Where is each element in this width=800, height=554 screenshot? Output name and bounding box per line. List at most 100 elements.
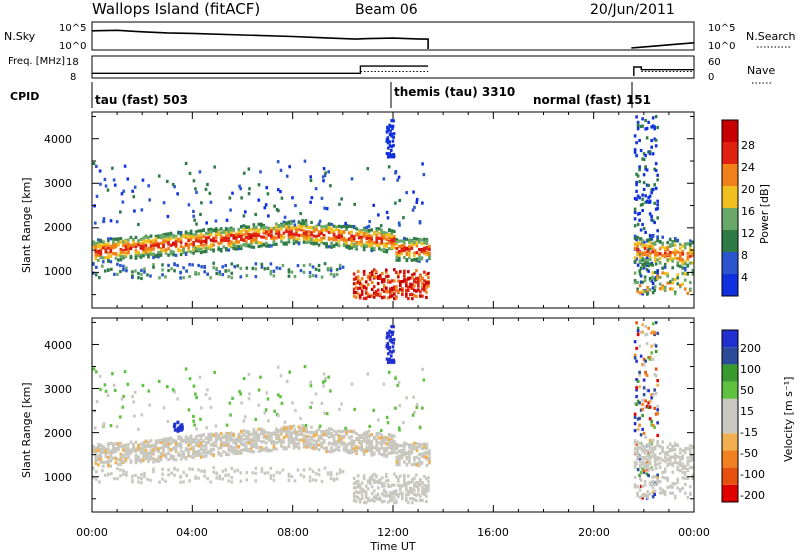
- velocity-cell: [95, 370, 98, 374]
- velocity-cell: [209, 434, 213, 438]
- velocity-cell: [265, 441, 268, 445]
- velocity-cell: [290, 474, 294, 479]
- velocity-cell: [329, 473, 333, 477]
- power-cell: [242, 238, 246, 242]
- power-cell: [199, 251, 203, 255]
- velocity-cell: [204, 451, 208, 455]
- velocity-cell: [643, 462, 647, 467]
- velocity-cell: [417, 483, 420, 487]
- power-cell: [380, 240, 384, 244]
- power-cell: [386, 216, 390, 220]
- power-cell: [227, 269, 231, 273]
- velocity-cell: [380, 476, 384, 480]
- velocity-cell: [174, 439, 178, 443]
- velocity-cell: [323, 411, 326, 415]
- velocity-cell: [658, 480, 662, 484]
- velocity-cell: [224, 443, 228, 447]
- power-cell: [192, 214, 195, 218]
- power-cell: [231, 191, 234, 195]
- velocity-cell: [112, 383, 116, 387]
- power-cell: [290, 230, 293, 234]
- velocity-cell: [389, 330, 392, 334]
- power-cell: [345, 225, 348, 230]
- power-cell: [154, 236, 158, 240]
- velocity-cell: [650, 344, 653, 348]
- velocity-cell: [656, 408, 659, 412]
- power-cell: [393, 297, 396, 301]
- power-cell: [354, 290, 358, 295]
- power-cell: [388, 132, 392, 137]
- velocity-cell: [397, 493, 400, 497]
- power-cell: [218, 272, 222, 276]
- power-cell: [107, 242, 110, 246]
- velocity-cell: [340, 429, 343, 434]
- power-cell: [658, 287, 662, 291]
- velocity-cell: [312, 446, 316, 450]
- velocity-cell: [213, 370, 216, 375]
- velocity-cell: [392, 349, 395, 353]
- power-cell: [397, 221, 401, 225]
- velocity-cell: [192, 419, 195, 423]
- power-cell: [380, 248, 384, 252]
- velocity-cell: [209, 450, 213, 454]
- velocity-cell: [287, 435, 291, 439]
- power-cell: [144, 247, 148, 251]
- power-cell: [205, 221, 209, 225]
- velocity-cell: [257, 427, 261, 431]
- power-cell: [267, 232, 271, 236]
- power-cell: [207, 231, 210, 235]
- power-cell: [301, 219, 304, 223]
- power-cell: [206, 182, 209, 187]
- velocity-data: [92, 320, 695, 505]
- velocity-cell: [207, 432, 210, 436]
- power-cell: [192, 240, 195, 245]
- power-cell: [366, 276, 370, 280]
- power-cell: [275, 242, 278, 246]
- velocity-cell: [305, 437, 308, 441]
- power-cell: [99, 246, 103, 251]
- velocity-cell: [140, 413, 144, 417]
- power-cell: [399, 283, 402, 287]
- power-cell: [415, 269, 418, 273]
- velocity-cbar-swatch: [722, 467, 738, 485]
- power-cell: [239, 236, 243, 240]
- velocity-cell: [397, 479, 400, 483]
- velocity-cell: [645, 460, 649, 465]
- power-cell: [663, 265, 667, 269]
- power-cell: [393, 245, 396, 250]
- power-cell: [340, 197, 343, 201]
- power-cell: [147, 184, 151, 188]
- velocity-cell: [635, 386, 638, 390]
- power-cell: [144, 243, 148, 248]
- velocity-cell: [161, 467, 164, 471]
- power-cell: [347, 231, 351, 235]
- velocity-cell: [372, 446, 376, 450]
- velocity-cell: [97, 455, 100, 459]
- velocity-cell: [636, 493, 639, 498]
- velocity-cell: [365, 435, 369, 439]
- power-cell: [413, 272, 416, 276]
- velocity-cell: [651, 423, 655, 428]
- velocity-cell: [411, 477, 414, 482]
- power-cell: [394, 171, 397, 175]
- power-cell: [686, 251, 690, 256]
- power-cell: [398, 198, 402, 203]
- power-cell: [340, 230, 343, 234]
- power-cell: [227, 236, 231, 240]
- velocity-cell: [330, 446, 333, 450]
- velocity-cell: [646, 490, 649, 494]
- power-cell: [663, 285, 667, 289]
- velocity-cell: [282, 427, 286, 431]
- power-cell: [104, 244, 108, 249]
- velocity-cell: [654, 344, 658, 348]
- power-cell: [663, 262, 667, 267]
- power-cell: [405, 258, 409, 262]
- power-cell: [638, 211, 641, 216]
- velocity-cell: [173, 422, 177, 427]
- velocity-cell: [639, 354, 643, 358]
- velocity-cell: [352, 449, 356, 453]
- velocity-cell: [157, 379, 161, 383]
- velocity-cell: [418, 426, 422, 430]
- velocity-cell: [651, 449, 654, 453]
- velocity-cell: [385, 442, 389, 446]
